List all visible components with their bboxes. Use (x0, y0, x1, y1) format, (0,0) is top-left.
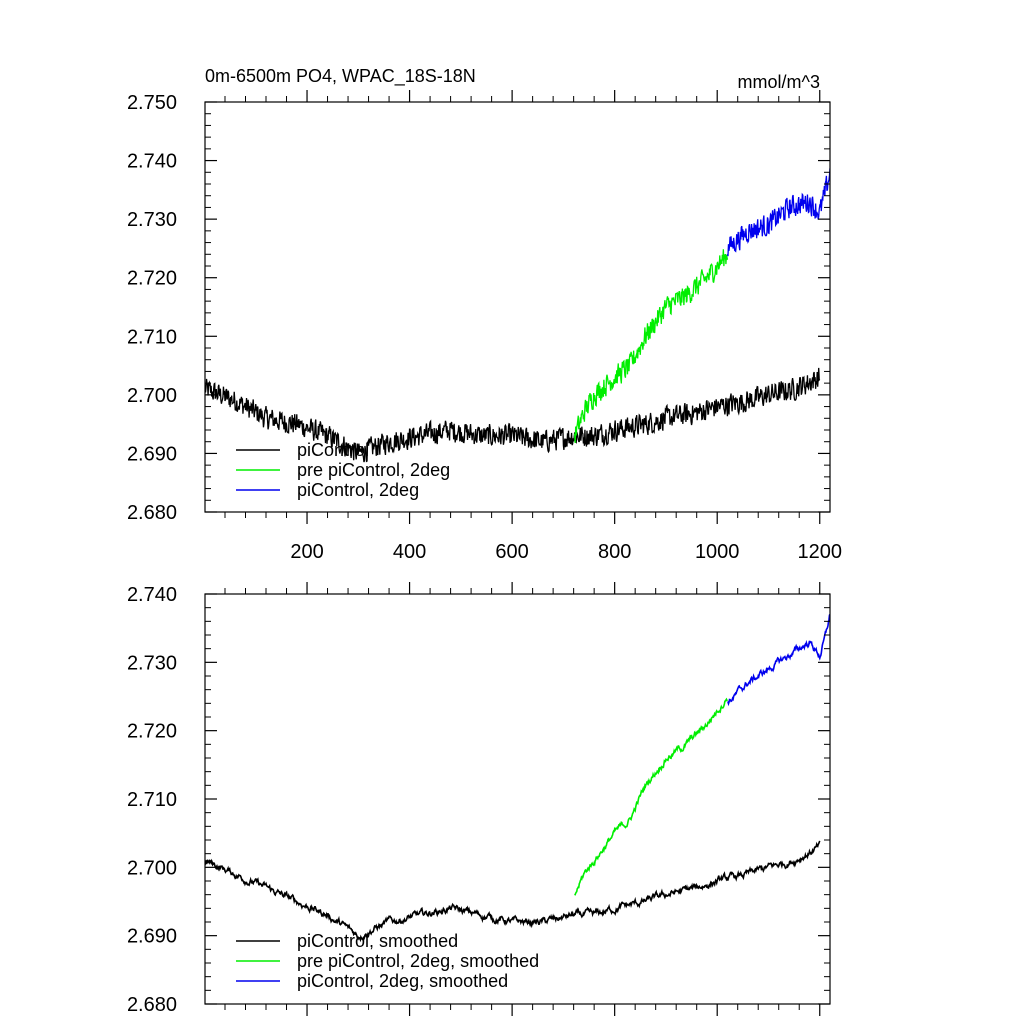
plot-frame (204, 101, 831, 513)
y-tick-label: 2.700 (127, 385, 177, 407)
y-tick-label: 2.750 (127, 92, 177, 114)
y-tick-label: 2.690 (127, 926, 177, 948)
series-line-1 (205, 367, 821, 463)
y-tick-label: 2.690 (127, 443, 177, 465)
panel-2: 2.680 2.690 2.700 2.710 2.720 2.730 2.740 piCon… (127, 582, 831, 1016)
y-tick-label: 2.720 (127, 268, 177, 290)
chart-title: 0m-6500m PO4, WPAC_18S-18N (205, 66, 476, 87)
units-label: mmol/m^3 (738, 72, 820, 92)
y-tick-label: 2.730 (127, 652, 177, 674)
x-tick-label: 600 (495, 541, 528, 563)
y-tick-label: 2.710 (127, 789, 177, 811)
y-tick-label: 2.710 (127, 326, 177, 348)
x-tick-label: 200 (290, 541, 323, 563)
y-tick-label: 2.720 (127, 721, 177, 743)
legend-label: piControl, 2deg (297, 480, 419, 500)
legend-label: pre piControl, 2deg, smoothed (297, 951, 539, 971)
y-tick-label: 2.740 (127, 584, 177, 606)
x-tick-label: 400 (393, 541, 426, 563)
x-tick-label: 1200 (797, 541, 842, 563)
series-line-1 (205, 840, 821, 943)
legend-label: piControl, 2deg, smoothed (297, 971, 508, 991)
y-tick-label: 2.730 (127, 209, 177, 231)
series-line-3 (726, 168, 830, 257)
x-tick-label: 800 (598, 541, 631, 563)
series-line-2 (574, 697, 728, 896)
y-tick-label: 2.680 (127, 502, 177, 524)
series-line-2 (574, 249, 729, 443)
y-tick-label: 2.740 (127, 151, 177, 173)
y-tick-label: 2.700 (127, 857, 177, 879)
x-tick-label: 1000 (695, 541, 740, 563)
y-tick-label: 2.680 (127, 994, 177, 1016)
panel-1: 2.680 2.690 2.700 2.710 2.720 2.730 2.740 2.750… (127, 66, 842, 563)
legend-label: pre piControl, 2deg (297, 460, 450, 480)
series-line-3 (727, 613, 830, 707)
legend-label: piControl, smoothed (297, 931, 458, 951)
legend-label: piControl (297, 440, 369, 460)
